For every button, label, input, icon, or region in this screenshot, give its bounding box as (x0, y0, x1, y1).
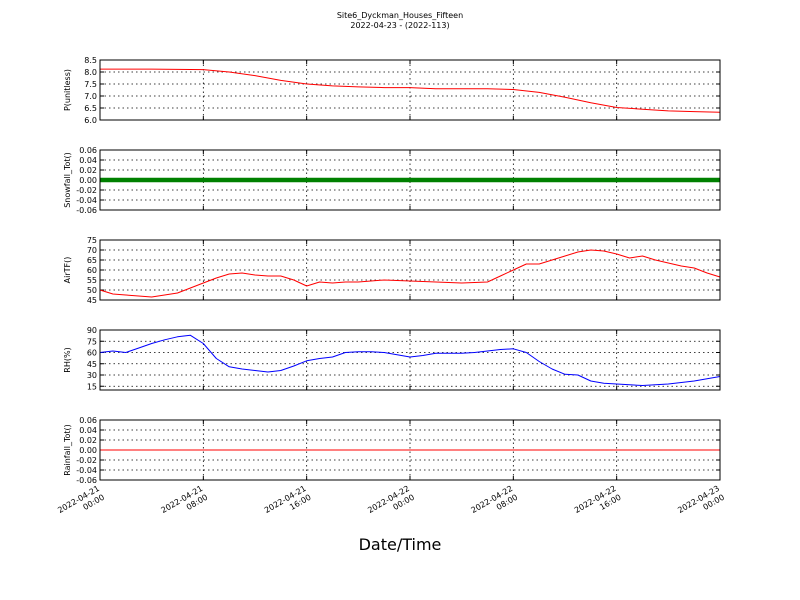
panel-4-ytick-label-0: 15 (87, 382, 97, 391)
xtick-label-1: 2022-04-2108:00 (160, 484, 210, 524)
panel-1-series-line (100, 68, 721, 113)
panel-2-ytick-label-2: -0.02 (76, 186, 97, 195)
title-line-2: 2022-04-23 - (2022-113) (350, 21, 450, 30)
panel-4-frame (99, 329, 721, 391)
panel-1-ytick-label-1: 6.5 (84, 104, 97, 113)
panel-5-ytick-label-6: 0.06 (79, 416, 97, 425)
panel-5-ytick-label-1: -0.04 (76, 466, 97, 475)
panel-5-ytick-label-4: 0.02 (79, 436, 97, 445)
panel-2-ytick-label-5: 0.04 (79, 156, 97, 165)
panel-3-frame (99, 239, 721, 301)
panel-1-ytick-label-4: 8.0 (84, 68, 97, 77)
xtick-label-6: 2022-04-2300:00 (676, 484, 726, 524)
xtick-label-4: 2022-04-2208:00 (470, 484, 520, 524)
figure-title: Site6_Dyckman_Houses_Fifteen 2022-04-23 … (0, 11, 800, 31)
panel-5-ytick-label-2: -0.02 (76, 456, 97, 465)
panel-1-ytick-label-0: 6.0 (84, 116, 97, 125)
panel-2-frame (99, 149, 721, 211)
panel-1-ytick-label-2: 7.0 (84, 92, 97, 101)
panel-2-ytick-label-6: 0.06 (79, 146, 97, 155)
panel-2-ytick-label-3: 0.00 (79, 176, 97, 185)
panel-3-ylabel: AirTF() (63, 257, 72, 284)
panel-2-ytick-label-4: 0.02 (79, 166, 97, 175)
panel-1-frame (99, 59, 721, 121)
xtick-label-5: 2022-04-2216:00 (573, 484, 623, 524)
panel-5-ytick-label-0: -0.06 (76, 476, 97, 485)
panel-5-frame (99, 419, 721, 481)
panel-4-ytick-label-4: 75 (87, 337, 97, 346)
panel-4-ytick-label-1: 30 (87, 371, 97, 380)
panel-4-ytick-label-3: 60 (87, 349, 97, 358)
panel-3-ytick-label-4: 65 (87, 256, 97, 265)
panel-3-ytick-label-3: 60 (87, 266, 97, 275)
panel-2-ytick-label-1: -0.04 (76, 196, 97, 205)
panel-3-series-line (99, 249, 721, 298)
title-line-1: Site6_Dyckman_Houses_Fifteen (336, 11, 464, 20)
panel-2-ytick-label-0: -0.06 (76, 206, 97, 215)
panel-5-ylabel: Rainfall_Tot() (63, 424, 72, 476)
panel-2-ylabel: Snowfall_Tot() (63, 152, 72, 208)
x-axis-label: Date/Time (358, 535, 442, 554)
xtick-label-3: 2022-04-2200:00 (366, 484, 416, 524)
panel-3-ytick-label-5: 70 (87, 246, 97, 255)
panel-4-series-line (99, 334, 721, 386)
panel-4-ytick-label-2: 45 (87, 360, 97, 369)
panel-4-ylabel: RH(%) (63, 347, 72, 372)
panel-3-ytick-label-1: 50 (87, 286, 97, 295)
panel-1-ytick-label-3: 7.5 (84, 80, 97, 89)
xtick-label-2: 2022-04-2116:00 (263, 484, 313, 524)
xtick-label-0: 2022-04-2100:00 (56, 484, 106, 524)
panel-3-ytick-label-2: 55 (87, 276, 97, 285)
panel-3-ytick-label-0: 45 (87, 296, 97, 305)
panel-5-ytick-label-3: 0.00 (79, 446, 97, 455)
panel-4-ytick-label-5: 90 (87, 326, 97, 335)
panel-1-ylabel: P(unitless) (63, 69, 72, 111)
panel-3-ytick-label-6: 75 (87, 236, 97, 245)
panel-1-ytick-label-5: 8.5 (84, 56, 97, 65)
panel-5-ytick-label-5: 0.04 (79, 426, 97, 435)
